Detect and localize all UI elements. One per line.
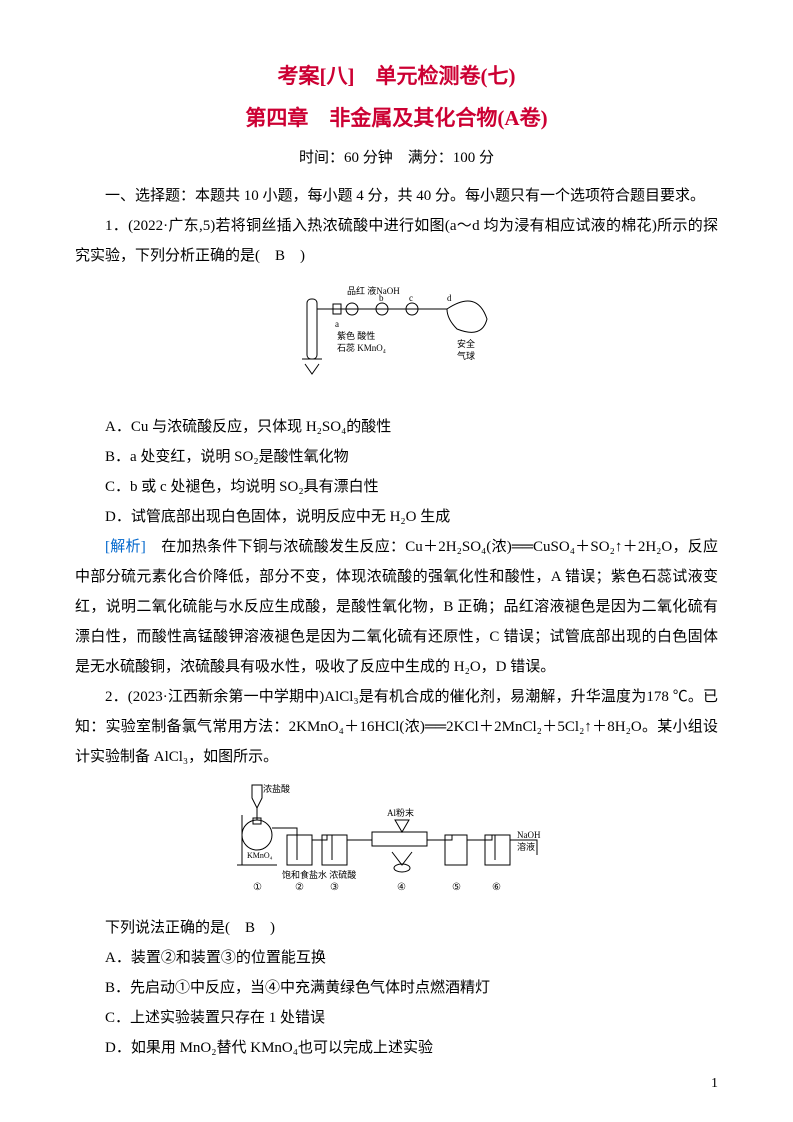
svg-text:a: a xyxy=(335,319,339,329)
exam-title-1: 考案[八] 单元检测卷(七) xyxy=(75,60,718,90)
svg-text:浓盐酸: 浓盐酸 xyxy=(263,783,290,794)
svg-text:③: ③ xyxy=(330,882,339,893)
q1-option-b: B．a 处变红，说明 SO₂是酸性氧化物 xyxy=(75,442,718,472)
svg-text:气球: 气球 xyxy=(457,350,475,361)
exam-title-2: 第四章 非金属及其化合物(A卷) xyxy=(75,102,718,132)
q1-figure: 品红 液NaOH b a c d 紫色 酸性 石蕊 KMnO₄ 安全 气球 xyxy=(75,279,718,404)
svg-text:④: ④ xyxy=(397,882,406,893)
q1-analysis: [解析] 在加热条件下铜与浓硫酸发生反应：Cu＋2H₂SO₄(浓)══CuSO₄… xyxy=(75,532,718,682)
svg-text:⑤: ⑤ xyxy=(452,882,461,893)
q2-prompt: 下列说法正确的是( B ) xyxy=(75,913,718,943)
page-number: 1 xyxy=(711,1076,718,1092)
q2-figure: 浓盐酸 Al粉末 KMnO₄ 饱和食盐水 浓硫酸 NaOH 溶液 ① ② ③ ④… xyxy=(75,780,718,905)
svg-text:②: ② xyxy=(295,882,304,893)
q2-option-a: A．装置②和装置③的位置能互换 xyxy=(75,943,718,973)
q1-stem: 1．(2022·广东,5)若将铜丝插入热浓硫酸中进行如图(a～d 均为浸有相应试… xyxy=(75,211,718,271)
section-intro: 一、选择题：本题共 10 小题，每小题 4 分，共 40 分。每小题只有一个选项… xyxy=(75,181,718,211)
fig1-label-top: 品红 液NaOH xyxy=(347,285,400,296)
svg-text:饱和食盐水 浓硫酸: 饱和食盐水 浓硫酸 xyxy=(282,869,356,880)
q2-option-b: B．先启动①中反应，当④中充满黄绿色气体时点燃酒精灯 xyxy=(75,973,718,1003)
svg-text:溶液: 溶液 xyxy=(517,841,535,852)
q1-option-d: D．试管底部出现白色固体，说明反应中无 H₂O 生成 xyxy=(75,502,718,532)
q1-option-c: C．b 或 c 处褪色，均说明 SO₂具有漂白性 xyxy=(75,472,718,502)
svg-text:安全: 安全 xyxy=(457,338,475,349)
svg-text:c: c xyxy=(409,293,413,303)
q1-analysis-text: 在加热条件下铜与浓硫酸发生反应：Cu＋2H₂SO₄(浓)══CuSO₄＋SO₂↑… xyxy=(75,539,718,675)
svg-text:KMnO₄: KMnO₄ xyxy=(247,851,273,860)
svg-text:①: ① xyxy=(253,882,262,893)
q2-stem: 2．(2023·江西新余第一中学期中)AlCl₃是有机合成的催化剂，易潮解，升华… xyxy=(75,682,718,772)
svg-text:石蕊 KMnO₄: 石蕊 KMnO₄ xyxy=(337,342,386,353)
svg-text:d: d xyxy=(447,293,452,303)
svg-text:b: b xyxy=(379,293,384,303)
svg-text:⑥: ⑥ xyxy=(492,882,501,893)
q2-option-d: D．如果用 MnO₂替代 KMnO₄也可以完成上述实验 xyxy=(75,1033,718,1063)
q1-option-a: A．Cu 与浓硫酸反应，只体现 H₂SO₄的酸性 xyxy=(75,412,718,442)
exam-subtitle: 时间：60 分钟 满分：100 分 xyxy=(75,146,718,167)
svg-text:紫色 酸性: 紫色 酸性 xyxy=(337,330,375,341)
svg-text:NaOH: NaOH xyxy=(517,830,541,840)
analysis-label: [解析] xyxy=(105,539,146,555)
q2-option-c: C．上述实验装置只存在 1 处错误 xyxy=(75,1003,718,1033)
svg-text:Al粉末: Al粉末 xyxy=(387,807,414,818)
